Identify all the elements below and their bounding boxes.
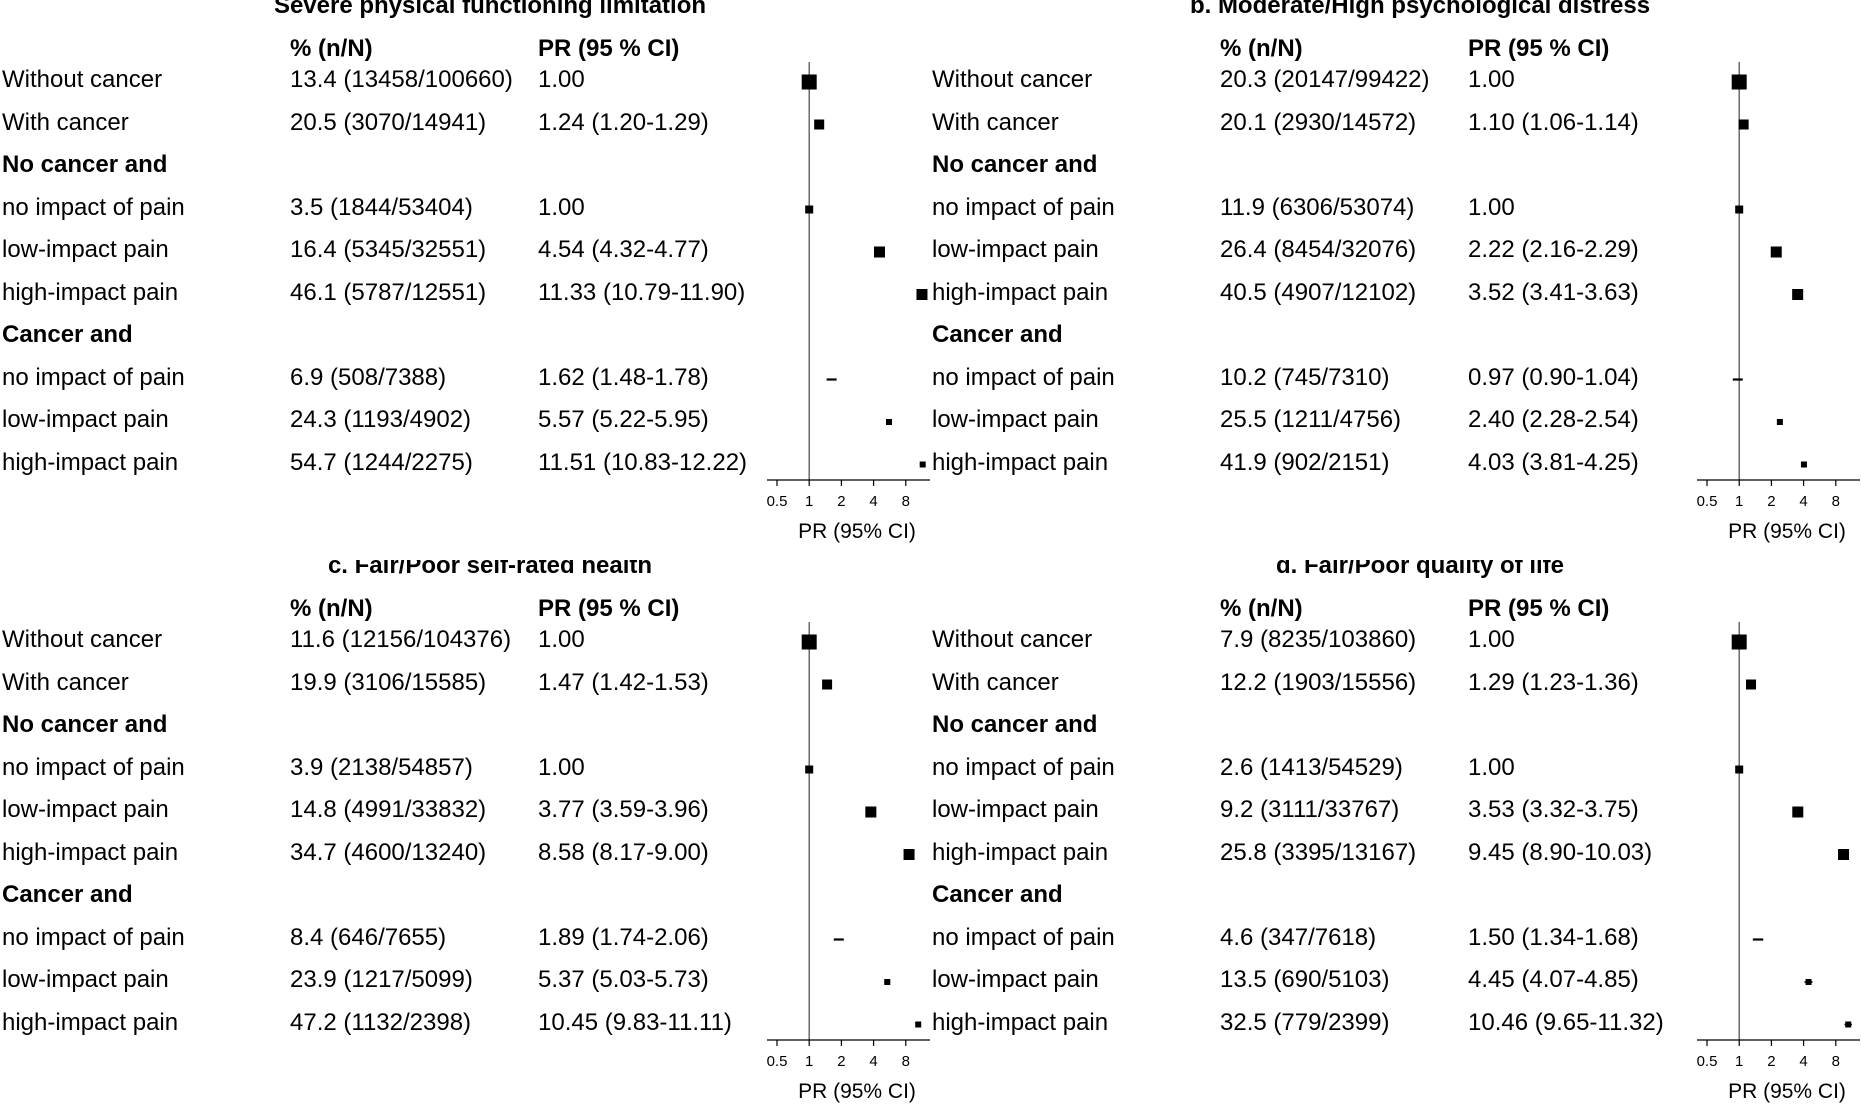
point-estimate-marker — [822, 680, 832, 690]
x-axis-tick-label: 8 — [902, 493, 910, 510]
point-estimate-marker — [916, 289, 927, 300]
x-axis-tick-label: 8 — [902, 1053, 910, 1070]
x-axis-tick-label: 1 — [805, 493, 813, 510]
point-estimate-marker — [1735, 766, 1743, 774]
point-estimate-marker — [915, 1022, 921, 1028]
point-estimate-marker — [920, 462, 926, 468]
x-axis-tick-label: 0.5 — [1697, 1053, 1718, 1070]
point-estimate-marker — [805, 766, 813, 774]
forest-panel-a: Severe physical functioning limitation% … — [0, 0, 930, 560]
point-estimate-marker — [1739, 120, 1749, 130]
x-axis-tick-label: 2 — [837, 493, 845, 510]
x-axis-tick-label: 4 — [1799, 1053, 1807, 1070]
point-estimate-marker — [1801, 462, 1807, 468]
point-estimate-marker — [1792, 289, 1803, 300]
x-axis-tick-label: 2 — [1767, 493, 1775, 510]
point-estimate-marker — [1845, 1022, 1851, 1028]
point-estimate-marker — [1771, 247, 1782, 258]
x-axis-tick-label: 4 — [1799, 493, 1807, 510]
point-estimate-marker — [802, 635, 817, 650]
point-estimate-marker — [1806, 979, 1812, 985]
x-axis-tick-label: 4 — [869, 1053, 877, 1070]
x-axis-tick-label: 4 — [869, 493, 877, 510]
point-estimate-marker — [1792, 807, 1803, 818]
x-axis-tick-label: 1 — [1735, 1053, 1743, 1070]
x-axis-label: PR (95% CI) — [798, 1080, 916, 1103]
point-estimate-marker — [886, 419, 892, 425]
x-axis-tick-label: 1 — [1735, 493, 1743, 510]
point-estimate-marker — [805, 206, 813, 214]
x-axis-tick-label: 0.5 — [767, 1053, 788, 1070]
point-estimate-marker — [1838, 849, 1849, 860]
x-axis-label: PR (95% CI) — [1728, 1080, 1846, 1103]
point-estimate-marker — [1746, 680, 1756, 690]
x-axis-tick-label: 2 — [837, 1053, 845, 1070]
x-axis-tick-label: 0.5 — [1697, 493, 1718, 510]
forest-panel-d: d. Fair/Poor quality of life% (n/N)PR (9… — [930, 560, 1860, 1120]
point-estimate-marker — [865, 807, 876, 818]
point-estimate-marker — [802, 75, 817, 90]
x-axis-tick-label: 8 — [1832, 493, 1840, 510]
point-estimate-marker — [1735, 206, 1743, 214]
point-estimate-marker — [814, 120, 824, 130]
point-estimate-marker — [1732, 635, 1747, 650]
forest-panel-c: c. Fair/Poor self-rated health% (n/N)PR … — [0, 560, 930, 1120]
x-axis-tick-label: 0.5 — [767, 493, 788, 510]
point-estimate-marker — [874, 247, 885, 258]
forest-panel-b: b. Moderate/High psychological distress%… — [930, 0, 1860, 560]
x-axis-tick-label: 2 — [1767, 1053, 1775, 1070]
point-estimate-marker — [1732, 75, 1747, 90]
point-estimate-marker — [884, 979, 890, 985]
point-estimate-marker — [904, 849, 915, 860]
x-axis-tick-label: 1 — [805, 1053, 813, 1070]
x-axis-tick-label: 8 — [1832, 1053, 1840, 1070]
x-axis-label: PR (95% CI) — [1728, 520, 1846, 543]
x-axis-label: PR (95% CI) — [798, 520, 916, 543]
point-estimate-marker — [1777, 419, 1783, 425]
